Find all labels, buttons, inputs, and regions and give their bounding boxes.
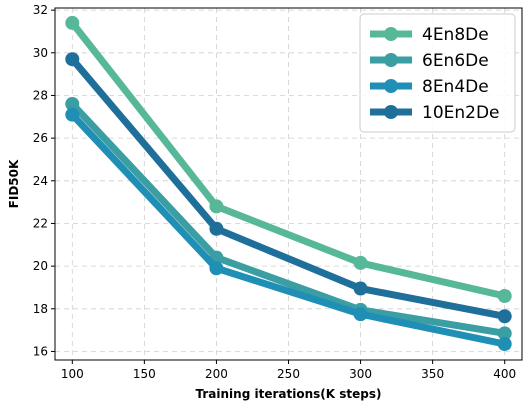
data-point [353, 255, 368, 270]
data-point [209, 261, 224, 276]
data-point [65, 15, 80, 30]
data-point [497, 326, 512, 341]
y-axis-ticks: 16 18 20 22 24 26 28 30 32 [33, 3, 55, 358]
series-lines [65, 15, 512, 351]
y-tick-label: 30 [33, 46, 48, 60]
x-tick-label: 350 [421, 367, 444, 381]
y-tick-label: 26 [33, 131, 48, 145]
series-6En6De [65, 97, 512, 341]
y-tick-label: 18 [33, 302, 48, 316]
data-point [209, 199, 224, 214]
x-tick-label: 400 [493, 367, 516, 381]
x-tick-label: 250 [277, 367, 300, 381]
legend: 4En8De 6En6De 8En4De 10En2De [359, 13, 516, 133]
series-line [68, 111, 509, 348]
y-tick-label: 22 [33, 216, 48, 230]
series-line [68, 19, 509, 300]
data-point [65, 52, 80, 67]
y-axis-title: FID50K [7, 159, 21, 208]
legend-label: 6En6De [422, 51, 489, 71]
legend-swatch-marker [384, 105, 398, 119]
legend-swatch-marker [384, 53, 398, 67]
legend-swatch-marker [384, 79, 398, 93]
x-tick-label: 300 [349, 367, 372, 381]
x-tick-label: 200 [205, 367, 228, 381]
data-point [65, 107, 80, 122]
y-tick-label: 20 [33, 259, 48, 273]
data-point [497, 337, 512, 351]
data-point [65, 97, 80, 111]
data-point [497, 309, 512, 324]
x-tick-label: 150 [133, 367, 156, 381]
legend-box [359, 13, 516, 133]
series-10En2De [65, 52, 512, 324]
data-point [353, 281, 368, 296]
y-tick-label: 16 [33, 344, 48, 358]
x-tick-label: 100 [61, 367, 84, 381]
data-point [353, 307, 368, 322]
data-point [209, 221, 224, 236]
legend-swatch-marker [384, 27, 398, 41]
x-axis-ticks: 100 150 200 250 300 350 400 [61, 360, 516, 381]
series-line [68, 55, 509, 320]
y-tick-label: 24 [33, 174, 48, 188]
y-tick-label: 32 [33, 3, 48, 17]
legend-label: 10En2De [422, 103, 500, 123]
legend-label: 8En4De [422, 77, 489, 97]
legend-label: 4En8De [422, 25, 489, 45]
series-4En8De [65, 15, 512, 303]
data-point [497, 289, 512, 303]
y-tick-label: 28 [33, 88, 48, 102]
series-8En4De [65, 107, 512, 351]
x-axis-title: Training iterations(K steps) [196, 387, 382, 401]
series-line [68, 100, 509, 337]
